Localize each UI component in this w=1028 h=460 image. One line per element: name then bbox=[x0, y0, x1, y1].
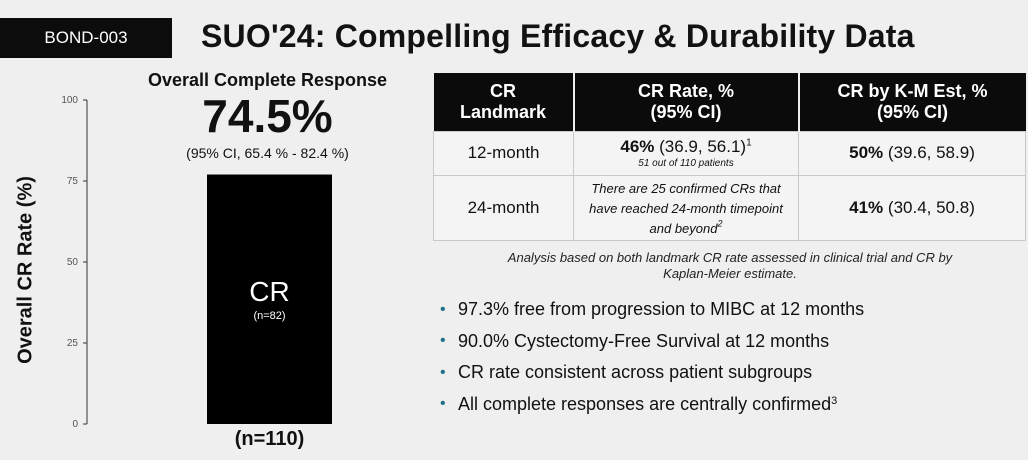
footnote-marker: 3 bbox=[831, 394, 838, 407]
km-ci: (30.4, 50.8) bbox=[887, 197, 975, 217]
bullet-text: CR rate consistent across patient subgro… bbox=[458, 362, 813, 383]
y-tick-label: 75 bbox=[67, 176, 79, 187]
bullet-dot-icon: • bbox=[440, 363, 446, 381]
km-value: 50% bbox=[849, 143, 884, 162]
cr-table: CR Landmark CR Rate, % (95% CI) CR by K-M … bbox=[433, 73, 1026, 241]
headline-ci: (95% CI, 65.4 % - 82.4 %) bbox=[186, 145, 349, 161]
list-item: • All complete responses are centrally co… bbox=[440, 389, 864, 421]
bars bbox=[207, 174, 332, 424]
km-value: 41% bbox=[849, 197, 884, 217]
bullet-text: 97.3% free from progression to MIBC at 1… bbox=[458, 299, 865, 320]
km-ci: (39.6, 58.9) bbox=[887, 143, 975, 162]
cr-rate-ci: (36.9, 56.1) bbox=[659, 137, 747, 156]
headline-value: 74.5% bbox=[202, 90, 333, 142]
bullet-dot-icon: • bbox=[440, 300, 446, 318]
col-header-km: CR by K-M Est, % (95% CI) bbox=[798, 73, 1026, 131]
y-axis-label: Overall CR Rate (%) bbox=[14, 176, 37, 364]
list-item: • 97.3% free from progression to MIBC at … bbox=[440, 294, 864, 326]
bar bbox=[207, 174, 332, 424]
bullet-dot-icon: • bbox=[440, 332, 446, 350]
cr-rate-note: 51 out of 110 patients bbox=[638, 158, 734, 169]
y-tick-label: 25 bbox=[67, 338, 79, 349]
y-tick-label: 50 bbox=[67, 257, 79, 268]
study-badge: BOND-003 bbox=[0, 18, 172, 58]
y-axis: 0 25 50 75 100 bbox=[61, 95, 88, 430]
bar-label-cr: CR bbox=[249, 276, 290, 307]
table-row: 12-month 46% (36.9, 56.1)1 51 out of 110… bbox=[433, 130, 1026, 176]
chart-headline: Overall Complete Response 74.5% (95% CI,… bbox=[100, 70, 435, 161]
cr-rate-value: 46% bbox=[620, 137, 655, 156]
bar-label-n: (n=82) bbox=[253, 310, 286, 322]
cell-cr-rate: 46% (36.9, 56.1)1 51 out of 110 patients bbox=[573, 130, 799, 176]
footnote-marker: 2 bbox=[717, 217, 723, 228]
bullet-dot-icon: • bbox=[440, 395, 446, 413]
analysis-note: Analysis based on both landmark CR rate … bbox=[507, 250, 953, 281]
y-tick-label: 0 bbox=[72, 419, 78, 430]
table-row: 24-month There are 25 confirmed CRs that… bbox=[433, 174, 1026, 241]
slide-title: SUO'24: Compelling Efficacy & Durability… bbox=[201, 18, 915, 54]
cell-km: 41% (30.4, 50.8) bbox=[798, 174, 1026, 241]
y-tick-label: 100 bbox=[61, 95, 78, 106]
bar-inner-label: CR (n=82) bbox=[207, 276, 332, 322]
cell-cr-rate: There are 25 confirmed CRs that have rea… bbox=[573, 174, 799, 241]
headline-label: Overall Complete Response bbox=[147, 70, 388, 90]
cr-bar-chart: 0 25 50 75 100 bbox=[61, 95, 332, 430]
cell-landmark: 24-month bbox=[433, 174, 574, 241]
cr-rate-note: There are 25 confirmed CRs that have rea… bbox=[589, 180, 783, 236]
bullet-text: 90.0% Cystectomy-Free Survival at 12 mon… bbox=[458, 330, 830, 351]
col-header-cr-rate: CR Rate, % (95% CI) bbox=[573, 73, 800, 131]
cell-landmark: 12-month bbox=[433, 130, 574, 176]
x-category-label: (n=110) bbox=[234, 428, 305, 450]
bullet-text: All complete responses are centrally con… bbox=[458, 393, 832, 414]
cell-km: 50% (39.6, 58.9) bbox=[798, 130, 1026, 176]
key-findings-list: • 97.3% free from progression to MIBC at … bbox=[440, 294, 864, 420]
list-item: • CR rate consistent across patient subgr… bbox=[440, 357, 864, 389]
footnote-marker: 1 bbox=[746, 137, 752, 149]
col-header-landmark: CR Landmark bbox=[433, 73, 575, 131]
list-item: • 90.0% Cystectomy-Free Survival at 12 mo… bbox=[440, 326, 864, 358]
